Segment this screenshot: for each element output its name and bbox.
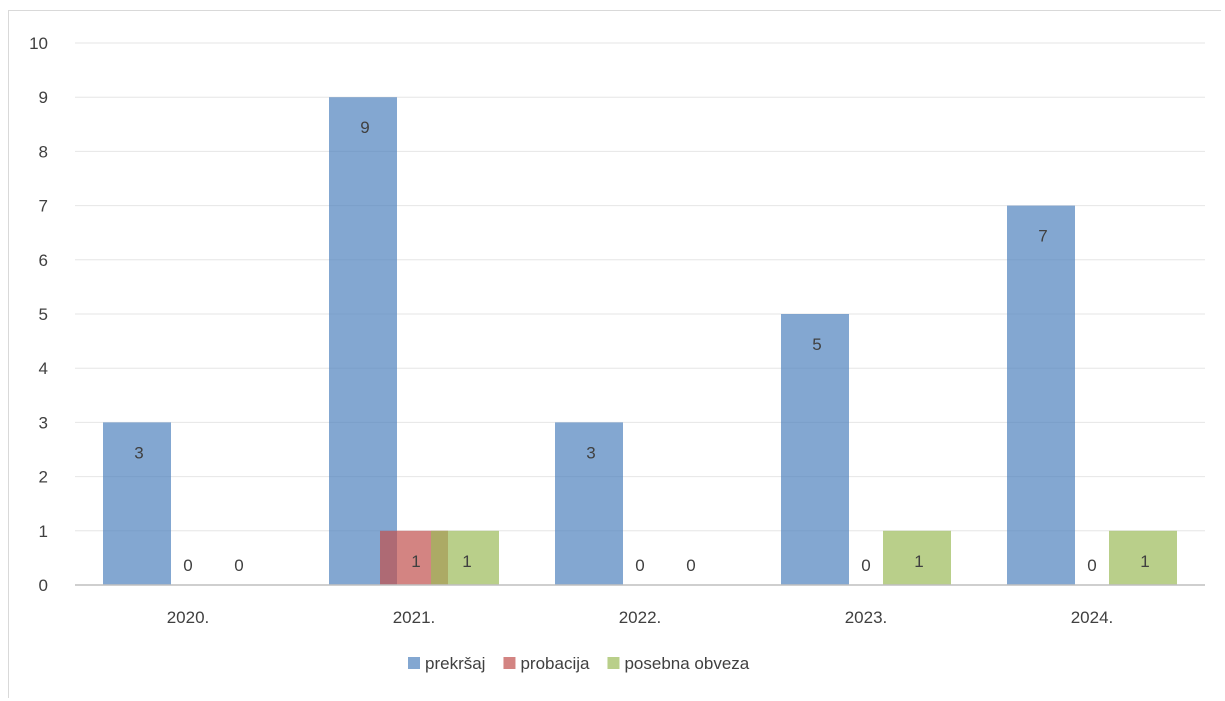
legend-label: posebna obveza <box>624 654 749 673</box>
bar <box>329 97 397 585</box>
data-label: 0 <box>183 556 192 575</box>
data-label: 0 <box>1087 556 1096 575</box>
data-labels: 3 0 0 9 1 1 3 0 0 5 0 1 7 0 1 <box>134 118 1149 575</box>
legend-swatch <box>408 657 420 669</box>
legend: prekršaj probacija posebna obveza <box>408 654 750 673</box>
legend-swatch <box>503 657 516 669</box>
data-label: 1 <box>914 552 923 571</box>
x-tick-label: 2022. <box>619 608 662 627</box>
y-tick-label: 0 <box>39 576 48 595</box>
x-tick-label: 2023. <box>845 608 888 627</box>
y-tick-label: 7 <box>39 197 48 216</box>
x-tick-label: 2024. <box>1071 608 1114 627</box>
data-label: 9 <box>360 118 369 137</box>
bar <box>883 530 951 585</box>
x-tick-label: 2020. <box>167 608 210 627</box>
legend-swatch <box>607 657 620 669</box>
data-label: 5 <box>812 335 821 354</box>
x-axis: 2020. 2021. 2022. 2023. 2024. <box>75 584 1205 627</box>
data-label: 1 <box>1140 552 1149 571</box>
data-label: 0 <box>234 556 243 575</box>
data-label: 0 <box>635 556 644 575</box>
data-label: 0 <box>686 556 695 575</box>
bar <box>781 314 849 585</box>
bars <box>103 97 1177 585</box>
data-label: 3 <box>586 443 595 462</box>
bar <box>1109 530 1177 585</box>
bar <box>1007 205 1075 585</box>
bar <box>555 422 623 585</box>
data-label: 1 <box>462 552 471 571</box>
data-label: 1 <box>411 552 420 571</box>
y-tick-label: 1 <box>39 522 48 541</box>
y-axis: 0 1 2 3 4 5 6 7 8 9 10 <box>29 34 48 595</box>
y-tick-label: 9 <box>39 88 48 107</box>
data-label: 3 <box>134 443 143 462</box>
x-tick-label: 2021. <box>393 608 436 627</box>
y-tick-label: 4 <box>39 359 48 378</box>
bar <box>103 422 171 585</box>
y-tick-label: 10 <box>29 34 48 53</box>
y-tick-label: 6 <box>39 251 48 270</box>
legend-label: probacija <box>520 654 590 673</box>
data-label: 0 <box>861 556 870 575</box>
chart-frame <box>8 10 1221 698</box>
bar <box>431 530 499 585</box>
data-label: 7 <box>1038 227 1047 246</box>
y-tick-label: 5 <box>39 305 48 324</box>
legend-label: prekršaj <box>425 654 485 673</box>
y-tick-label: 8 <box>39 142 48 161</box>
y-tick-label: 3 <box>39 413 48 432</box>
y-tick-label: 2 <box>39 468 48 487</box>
